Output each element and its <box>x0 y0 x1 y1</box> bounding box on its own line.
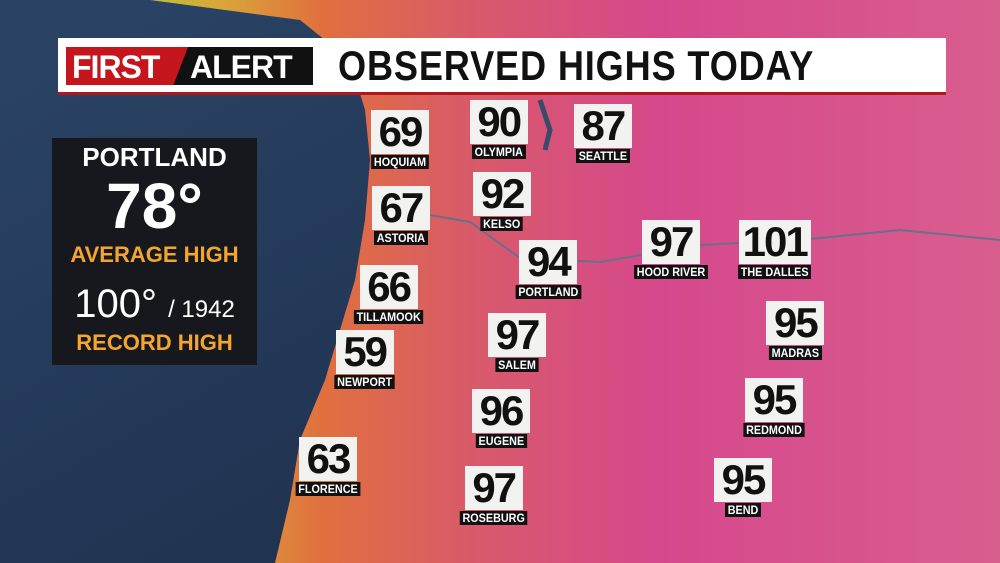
station-name: ASTORIA <box>373 231 428 245</box>
station-name: REDMOND <box>743 423 805 437</box>
station-madras: 95 MADRAS <box>766 301 825 360</box>
station-name: EUGENE <box>475 434 527 448</box>
station-portland: 94 PORTLAND <box>512 240 585 299</box>
station-eugene: 96 EUGENE <box>472 389 530 448</box>
average-high-value: 78° <box>106 170 203 242</box>
portland-climate-panel: PORTLAND 78° AVERAGE HIGH 100° / 1942 RE… <box>52 138 257 365</box>
station-name: FLORENCE <box>295 482 361 496</box>
station-kelso: 92 KELSO <box>473 172 531 231</box>
logo-alert-text: ALERT <box>190 49 293 85</box>
station-temp: 101 <box>738 220 811 264</box>
station-hoquiam: 69 HOQUIAM <box>368 110 432 169</box>
station-temp: 59 <box>335 330 394 374</box>
station-name: NEWPORT <box>334 375 395 389</box>
station-name: KELSO <box>480 217 524 231</box>
station-name: OLYMPIA <box>471 145 526 159</box>
station-name: HOOD RIVER <box>634 265 708 279</box>
station-temp: 66 <box>359 265 418 309</box>
station-name: HOQUIAM <box>371 155 429 169</box>
station-name: SEATTLE <box>575 149 630 163</box>
station-astoria: 67 ASTORIA <box>371 186 431 245</box>
page-title: OBSERVED HIGHS TODAY <box>338 42 815 89</box>
station-name: SALEM <box>495 358 539 372</box>
station-hood-river: 97 HOOD RIVER <box>630 220 712 279</box>
station-redmond: 95 REDMOND <box>740 378 808 437</box>
station-temp: 95 <box>714 458 772 502</box>
average-high-label: AVERAGE HIGH <box>70 242 239 267</box>
station-name: BEND <box>724 503 761 517</box>
station-name: THE DALLES <box>738 265 812 279</box>
station-temp: 94 <box>519 240 578 284</box>
first-alert-logo: FIRST ALERT <box>66 47 313 85</box>
station-temp: 96 <box>472 389 530 433</box>
station-roseburg: 97 ROSEBURG <box>456 466 531 525</box>
station-temp: 97 <box>642 220 700 264</box>
station-temp: 87 <box>573 104 632 148</box>
station-temp: 63 <box>299 437 357 481</box>
station-temp: 97 <box>488 313 546 357</box>
station-name: ROSEBURG <box>459 511 528 525</box>
logo-first-text: FIRST <box>72 49 160 85</box>
station-the-dalles: 101 THE DALLES <box>734 220 815 279</box>
record-high-label: RECORD HIGH <box>76 330 233 355</box>
station-temp: 67 <box>371 186 430 230</box>
record-year: / 1942 <box>168 296 235 323</box>
station-temp: 90 <box>469 100 528 144</box>
station-newport: 59 NEWPORT <box>331 330 398 389</box>
station-bend: 95 BEND <box>714 458 772 517</box>
station-salem: 97 SALEM <box>488 313 546 372</box>
station-temp: 95 <box>745 378 803 422</box>
header-bar: FIRST ALERT OBSERVED HIGHS TODAY <box>58 38 946 95</box>
station-temp: 92 <box>473 172 531 216</box>
station-tillamook: 66 TILLAMOOK <box>350 265 427 324</box>
station-temp: 97 <box>464 466 523 510</box>
panel-city: PORTLAND <box>82 142 227 172</box>
station-florence: 63 FLORENCE <box>292 437 364 496</box>
puget-sound <box>537 99 553 151</box>
station-seattle: 87 SEATTLE <box>573 104 633 163</box>
station-name: PORTLAND <box>515 285 582 299</box>
record-high: 100° / 1942 <box>52 284 257 324</box>
record-high-value: 100° <box>74 282 157 326</box>
station-temp: 69 <box>371 110 429 154</box>
station-temp: 95 <box>766 301 825 345</box>
station-olympia: 90 OLYMPIA <box>469 100 529 159</box>
station-name: MADRAS <box>768 346 822 360</box>
station-name: TILLAMOOK <box>353 310 424 324</box>
